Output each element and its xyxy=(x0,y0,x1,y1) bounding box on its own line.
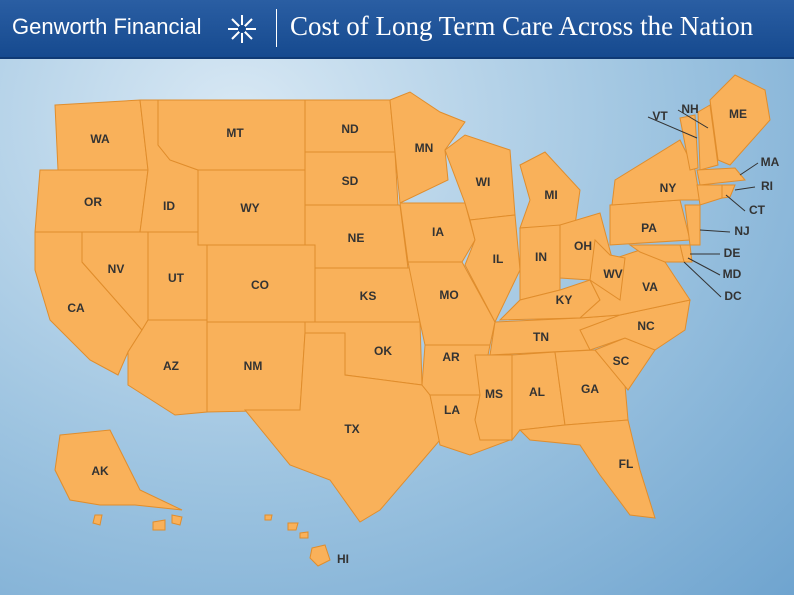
state-label: AK xyxy=(91,464,109,478)
header: Genworth Financial Cost of Long Term Car… xyxy=(0,0,794,59)
state-label: NJ xyxy=(734,224,749,238)
state-label: CT xyxy=(749,203,766,217)
state-label: KY xyxy=(556,293,573,307)
leader-line xyxy=(683,261,722,298)
state-label: KS xyxy=(360,289,377,303)
state-label: DE xyxy=(724,246,741,260)
logo xyxy=(228,15,256,43)
brand: Genworth Financial xyxy=(12,14,202,39)
state-label: NM xyxy=(244,359,263,373)
leader-line xyxy=(687,257,721,276)
state-label: WA xyxy=(90,132,110,146)
state-label: FL xyxy=(619,457,634,471)
state-label: MD xyxy=(723,267,742,281)
state-label: CA xyxy=(67,301,85,315)
state-label: WY xyxy=(240,201,259,215)
state-label: AR xyxy=(442,350,460,364)
state-label: MN xyxy=(415,141,434,155)
state-label: ND xyxy=(341,122,359,136)
leader-line xyxy=(647,116,698,139)
state-label: WV xyxy=(603,267,622,281)
state-label: SC xyxy=(613,354,630,368)
state-label: TX xyxy=(344,422,359,436)
state-label: IL xyxy=(493,252,504,266)
state-label: DC xyxy=(724,289,742,303)
state-label: NC xyxy=(637,319,655,333)
state-label: NV xyxy=(108,262,125,276)
state-label: OH xyxy=(574,239,592,253)
state-label: OK xyxy=(374,344,392,358)
state-label: UT xyxy=(168,271,185,285)
state-label: HI xyxy=(337,552,349,566)
state-label: CO xyxy=(251,278,269,292)
state-label: ID xyxy=(163,199,175,213)
state-label: VA xyxy=(642,280,658,294)
state-label: NY xyxy=(660,181,677,195)
state-label: TN xyxy=(533,330,549,344)
leader-line xyxy=(734,186,756,191)
divider xyxy=(276,9,277,47)
leader-line xyxy=(699,229,731,233)
title: Cost of Long Term Care Across the Nation xyxy=(290,11,754,41)
state-label: RI xyxy=(761,179,773,193)
leader-line xyxy=(739,162,759,176)
state-label: LA xyxy=(444,403,460,417)
leader-line xyxy=(677,109,709,129)
state-label: NH xyxy=(681,102,698,116)
state-label: PA xyxy=(641,221,657,235)
state-label: VT xyxy=(652,109,668,123)
state-label: ME xyxy=(729,107,747,121)
state-label: SD xyxy=(342,174,359,188)
state-label: GA xyxy=(581,382,599,396)
state-label: WI xyxy=(476,175,491,189)
state-label: IA xyxy=(432,225,444,239)
state-label: AL xyxy=(529,385,545,399)
state-shapes xyxy=(34,74,771,567)
state-label: MA xyxy=(761,155,780,169)
leader-line xyxy=(725,194,746,212)
state-label: NE xyxy=(348,231,365,245)
state-label: IN xyxy=(535,250,547,264)
state-label: MT xyxy=(226,126,244,140)
state-label: MO xyxy=(439,288,458,302)
state-label: AZ xyxy=(163,359,179,373)
state-label: OR xyxy=(84,195,102,209)
state-label: MI xyxy=(544,188,557,202)
state-label: MS xyxy=(485,387,503,401)
